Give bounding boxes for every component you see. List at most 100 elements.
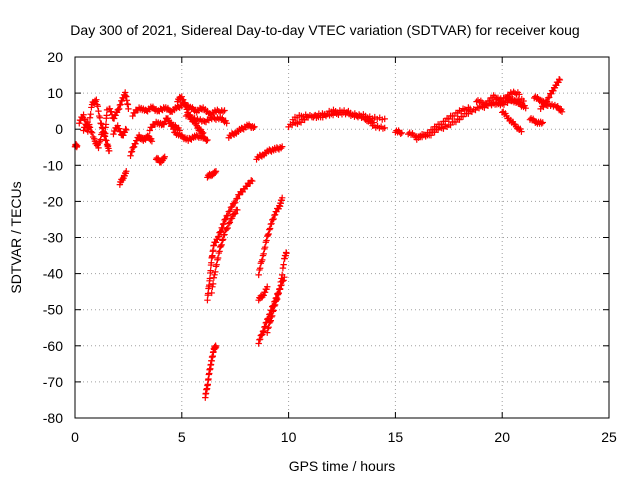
data-point: [265, 230, 272, 238]
data-point: [516, 91, 523, 98]
data-point: [96, 114, 104, 121]
data-point: [217, 242, 225, 250]
data-point: [103, 112, 110, 119]
data-point: [518, 128, 525, 135]
data-point: [269, 308, 277, 315]
data-point: [199, 117, 207, 124]
data-point: [100, 129, 108, 136]
data-point: [256, 336, 264, 343]
data-point: [210, 274, 218, 281]
data-point: [108, 108, 115, 115]
data-point: [228, 215, 236, 222]
data-point: [97, 136, 104, 143]
data-point: [545, 94, 553, 101]
data-point: [211, 115, 218, 122]
data-point: [84, 118, 92, 126]
data-point: [80, 111, 87, 118]
data-point: [381, 124, 388, 132]
data-point: [211, 271, 218, 279]
data-point: [271, 301, 279, 309]
data-point: [486, 97, 493, 105]
data-point: [94, 103, 101, 110]
data-point: [268, 220, 275, 227]
data-point: [556, 76, 564, 84]
data-point: [215, 107, 223, 115]
y-tick-label: -30: [43, 230, 63, 246]
data-point: [269, 312, 276, 320]
x-axis: 0 5 10 15 20 25: [71, 57, 617, 445]
x-tick-label: 10: [281, 429, 297, 445]
data-point: [538, 120, 545, 127]
data-point: [221, 231, 228, 238]
data-point: [228, 203, 236, 211]
y-tick-label: 0: [55, 121, 63, 137]
data-point: [203, 137, 210, 144]
data-point: [88, 104, 95, 111]
data-point: [273, 296, 280, 304]
data-point: [276, 285, 284, 292]
data-point: [260, 250, 267, 258]
data-point: [123, 168, 130, 175]
data-point: [226, 207, 234, 215]
data-point: [278, 275, 285, 282]
data-point: [543, 101, 550, 109]
data-point: [398, 129, 406, 137]
data-point: [99, 125, 106, 132]
data-point: [212, 239, 220, 246]
data-point: [234, 206, 241, 214]
data-point: [216, 248, 223, 255]
data-point: [81, 115, 88, 123]
data-point: [248, 177, 255, 184]
data-point: [123, 126, 130, 134]
y-axis-label: SDTVAR / TECUs: [8, 181, 24, 293]
data-point: [215, 233, 223, 240]
data-point: [110, 115, 118, 122]
data-point: [161, 153, 168, 160]
data-point: [271, 211, 279, 218]
data-point: [115, 105, 123, 113]
data-point: [132, 140, 139, 147]
data-point: [270, 307, 277, 314]
data-point: [217, 228, 225, 235]
data-point: [212, 268, 219, 276]
data-point: [213, 261, 220, 268]
y-tick-label: -10: [43, 157, 63, 173]
data-point: [88, 129, 96, 136]
data-point: [267, 317, 274, 324]
data-point: [178, 93, 185, 100]
y-axis: 20 10 0 -10 -20 -30 -40 -50 -60 -70 -80: [43, 49, 609, 426]
data-point: [266, 226, 273, 233]
data-point: [93, 96, 100, 103]
data-point: [397, 130, 404, 138]
data-point: [105, 147, 113, 155]
data-point: [483, 100, 490, 108]
data-point: [517, 125, 524, 133]
data-point: [115, 125, 123, 132]
data-point: [255, 271, 262, 279]
data-point: [520, 97, 527, 105]
data-point: [381, 115, 388, 123]
data-point: [199, 130, 206, 137]
chart-title: Day 300 of 2021, Sidereal Day-to-day VTE…: [70, 22, 579, 38]
data-point: [256, 265, 264, 272]
data-point: [219, 236, 227, 243]
data-point: [117, 101, 124, 108]
data-point: [539, 119, 546, 126]
data-point: [76, 120, 83, 127]
data-point: [224, 224, 231, 232]
data-point: [266, 225, 274, 232]
data-point: [260, 327, 267, 335]
y-tick-label: -60: [43, 338, 63, 354]
data-point: [87, 111, 94, 118]
data-point: [277, 278, 284, 286]
data-point: [168, 122, 176, 130]
data-point: [114, 122, 121, 129]
data-point: [555, 76, 563, 83]
data-point: [204, 136, 211, 144]
y-tick-label: -20: [43, 193, 63, 209]
data-point: [117, 128, 124, 135]
data-point: [259, 256, 266, 264]
data-point: [232, 199, 239, 206]
data-point: [133, 137, 141, 144]
y-tick-label: -40: [43, 266, 63, 282]
